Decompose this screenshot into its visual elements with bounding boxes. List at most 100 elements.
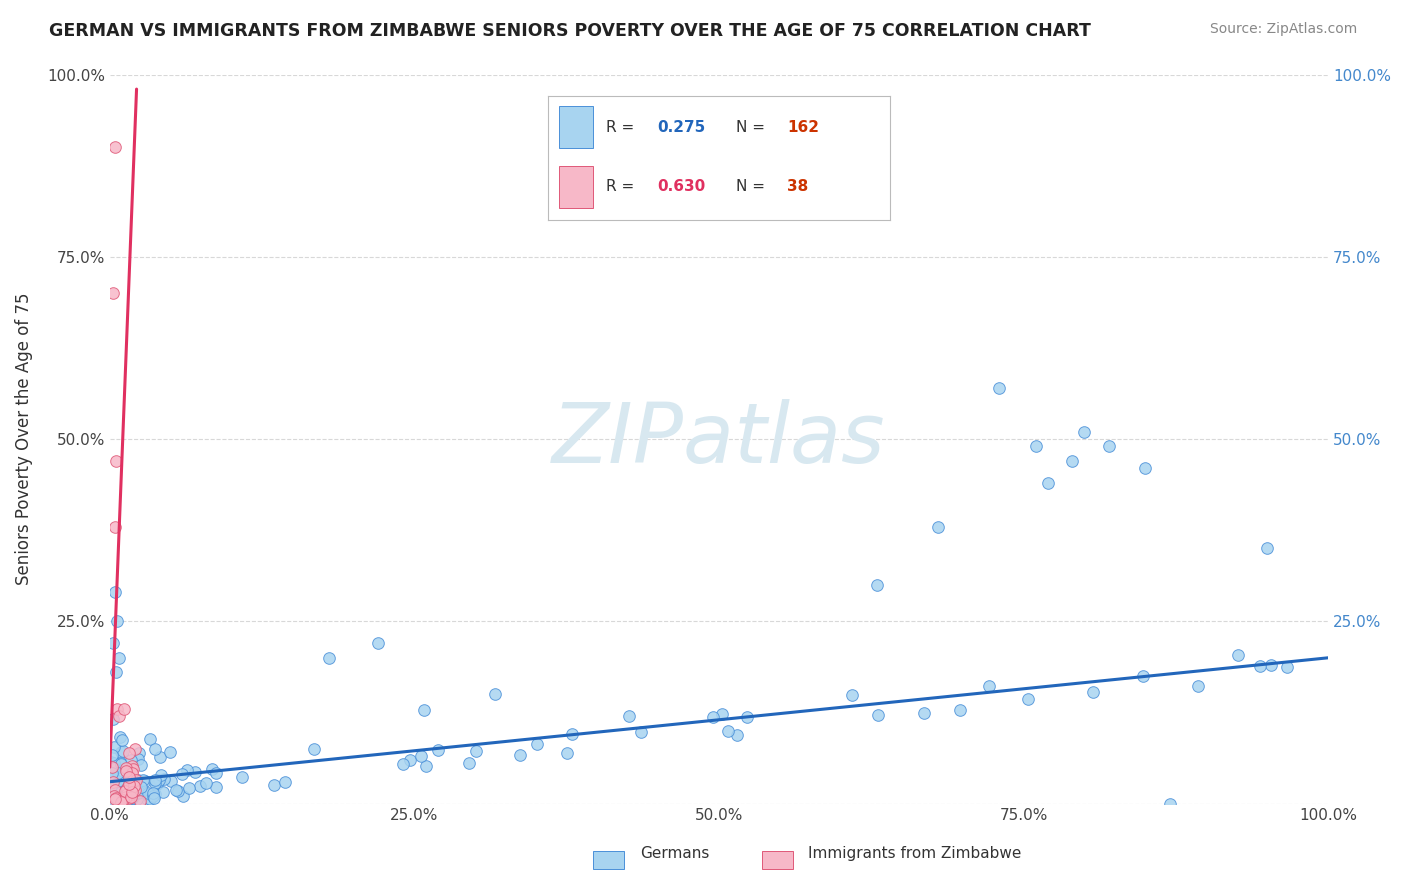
Point — [103, 762, 125, 776]
Point — [426, 743, 449, 757]
Point — [115, 787, 138, 801]
Point — [125, 772, 148, 787]
Point — [1249, 658, 1271, 673]
Point — [128, 785, 150, 799]
Point — [112, 775, 135, 789]
Point — [412, 703, 434, 717]
Point — [561, 727, 583, 741]
Point — [1256, 541, 1278, 556]
Point — [101, 789, 124, 803]
Point — [108, 709, 131, 723]
Point — [176, 763, 198, 777]
Point — [841, 688, 863, 702]
Point — [104, 774, 127, 789]
Point — [104, 665, 127, 680]
Point — [129, 758, 152, 772]
Point — [509, 747, 531, 762]
Point — [201, 762, 224, 776]
Point — [399, 753, 422, 767]
Point — [136, 792, 159, 806]
Point — [152, 785, 174, 799]
Point — [103, 793, 125, 807]
Point — [138, 792, 160, 806]
Point — [120, 770, 142, 784]
Point — [104, 454, 127, 468]
Point — [110, 756, 132, 770]
Point — [128, 747, 150, 761]
Point — [302, 741, 325, 756]
Point — [122, 785, 145, 799]
Point — [465, 744, 488, 758]
Point — [118, 770, 141, 784]
Point — [105, 783, 128, 797]
Point — [121, 789, 143, 804]
Point — [1135, 461, 1157, 475]
Point — [143, 776, 166, 790]
Point — [172, 789, 194, 803]
Point — [1132, 669, 1154, 683]
Point — [120, 772, 142, 787]
Point — [110, 745, 132, 759]
Point — [127, 787, 149, 801]
Point — [136, 786, 159, 800]
Point — [124, 741, 146, 756]
Point — [122, 763, 145, 777]
Point — [114, 761, 136, 775]
Point — [122, 779, 145, 793]
Point — [103, 756, 125, 770]
Point — [124, 783, 146, 797]
Point — [392, 756, 415, 771]
Point — [104, 585, 127, 599]
Point — [143, 741, 166, 756]
Point — [111, 780, 134, 794]
Point — [110, 795, 132, 809]
Point — [104, 782, 127, 797]
Point — [120, 790, 142, 805]
Point — [484, 687, 506, 701]
Point — [1275, 660, 1298, 674]
Point — [101, 777, 124, 791]
Point — [194, 775, 217, 789]
Point — [108, 794, 131, 808]
Point — [112, 702, 135, 716]
Point — [127, 772, 149, 787]
Point — [129, 780, 152, 794]
Point — [117, 764, 139, 778]
Text: Germans: Germans — [640, 847, 709, 861]
Point — [100, 780, 122, 794]
Point — [107, 765, 129, 780]
Point — [103, 740, 125, 755]
Point — [112, 793, 135, 807]
Point — [103, 774, 125, 789]
Point — [100, 779, 122, 793]
Point — [457, 756, 479, 771]
Text: ZIPatlas: ZIPatlas — [553, 399, 886, 480]
Point — [115, 787, 138, 801]
Point — [121, 779, 143, 793]
Point — [105, 792, 128, 806]
Point — [145, 777, 167, 791]
Point — [411, 748, 433, 763]
Point — [702, 710, 724, 724]
Point — [988, 381, 1011, 395]
Point — [1062, 454, 1084, 468]
Point — [114, 793, 136, 807]
Point — [136, 787, 159, 801]
Point — [115, 787, 138, 801]
Point — [127, 751, 149, 765]
Point — [1081, 684, 1104, 698]
Point — [110, 795, 132, 809]
Point — [100, 783, 122, 797]
Text: GERMAN VS IMMIGRANTS FROM ZIMBABWE SENIORS POVERTY OVER THE AGE OF 75 CORRELATIO: GERMAN VS IMMIGRANTS FROM ZIMBABWE SENIO… — [49, 22, 1091, 40]
Y-axis label: Seniors Poverty Over the Age of 75: Seniors Poverty Over the Age of 75 — [15, 293, 32, 585]
Point — [104, 792, 127, 806]
Point — [121, 791, 143, 805]
Point — [114, 784, 136, 798]
Point — [100, 755, 122, 769]
Point — [101, 766, 124, 780]
Point — [103, 789, 125, 803]
Point — [110, 793, 132, 807]
Point — [148, 773, 170, 788]
Point — [129, 794, 152, 808]
Point — [115, 790, 138, 805]
